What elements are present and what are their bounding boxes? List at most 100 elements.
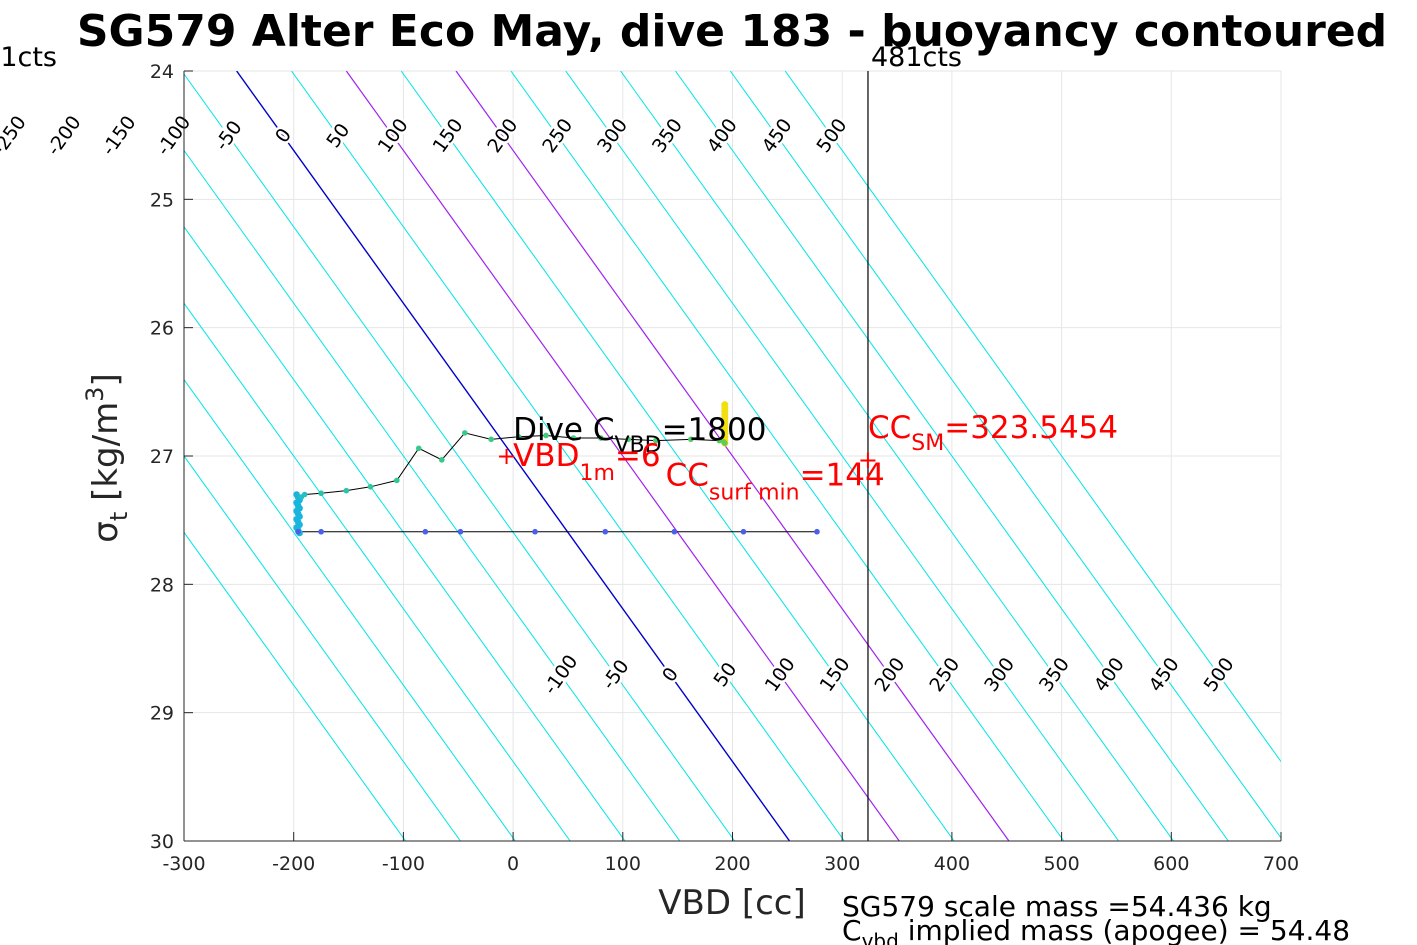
descent-point-6	[671, 528, 678, 535]
contour-line-8	[291, 71, 845, 841]
y-label-sigma: σ	[86, 521, 126, 543]
cc-sm-sub: SM	[911, 431, 944, 456]
contour-line-1	[184, 455, 461, 841]
ascent-point-21	[722, 440, 728, 446]
implied-mass-text: Cvbd implied mass (apogee) = 54.48	[842, 914, 1350, 945]
contour-line-11	[455, 71, 1010, 841]
ascent-point-16	[625, 436, 632, 443]
x-tick-label-3: 0	[507, 853, 519, 875]
ascent-point-11	[488, 436, 494, 443]
cc-sm-marker: +	[858, 446, 878, 474]
contour-line-9	[345, 71, 900, 841]
ascent-point-8	[415, 445, 422, 452]
x-tick-label-6: 300	[824, 853, 860, 875]
vbd1m-annotation: VBD1m=6	[513, 438, 661, 486]
ascent-point-14	[570, 435, 577, 441]
ascent-line	[297, 432, 726, 508]
y-tick-label-4: 28	[150, 574, 174, 596]
descent-point-5	[602, 528, 609, 535]
descent-point-7	[740, 528, 747, 535]
contour-line-13	[565, 71, 1120, 841]
dive-c-value: =1800	[662, 412, 767, 448]
cc-sm-main: CC	[868, 410, 911, 446]
vbd1m-sub: 1m	[579, 461, 614, 486]
descent-point-3	[457, 528, 464, 535]
vertical-line-label: 481cts	[871, 42, 962, 73]
ascent-point-7	[394, 477, 400, 484]
descent-point-8	[814, 528, 820, 535]
x-tick-label-4: 100	[605, 853, 641, 875]
y-tick-label-0: 24	[150, 61, 174, 83]
ascent-point-9	[438, 457, 445, 463]
descent-point-2	[422, 528, 429, 535]
ascent-point-13	[543, 432, 549, 439]
axis-ticks: -300 -200 -100 0 100 200 300 400 500 600 700 24 25 26…	[150, 61, 1299, 875]
y-axis-label: σt [kg/m3]	[81, 373, 133, 542]
ascent-point-0	[295, 504, 301, 511]
implied-mass-main: C	[842, 914, 862, 945]
contour-line-2	[184, 378, 516, 841]
cc-sm-annotation: CCSM=323.5454	[868, 410, 1118, 456]
implied-mass-rest: implied mass (apogee) = 54.48	[899, 914, 1350, 945]
x-tick-label-2: -100	[382, 853, 425, 875]
y-tick-label-6: 30	[150, 831, 174, 853]
contour-line-10	[400, 71, 955, 841]
y-tick-label-5: 29	[150, 703, 174, 725]
contour-line-15	[675, 71, 1229, 841]
x-tick-label-0: -300	[162, 853, 205, 875]
contour-label-top-3: -150	[97, 112, 140, 160]
implied-mass-sub: vbd	[862, 929, 899, 945]
ascent-point-4	[318, 490, 324, 497]
cc-surf-sub: surf min	[709, 481, 800, 506]
dive-c-prefix: Dive C	[513, 412, 614, 448]
cc-surf-min-annotation: CCsurf min=144	[666, 458, 885, 506]
contour-line-7	[236, 71, 791, 841]
descent-point-1	[318, 528, 324, 535]
x-tick-label-1: -200	[272, 853, 315, 875]
ascent-point-15	[598, 435, 604, 441]
x-tick-label-8: 500	[1043, 853, 1079, 875]
cc-sm-value: =323.5454	[944, 410, 1118, 446]
x-tick-label-5: 200	[714, 853, 750, 875]
ascent-point-3	[301, 491, 308, 498]
ascent-point-6	[367, 484, 374, 490]
dive-c-sub: VBD	[615, 433, 662, 458]
contour-line-6	[184, 73, 736, 841]
contour-line-16	[729, 71, 1281, 839]
buoyancy-contours	[184, 71, 1281, 841]
x-tick-label-9: 600	[1153, 853, 1189, 875]
contour-label-top-1: -250	[0, 112, 31, 160]
descent-point-0	[295, 528, 301, 535]
left-top-label: 1cts	[0, 42, 57, 73]
vbd1m-value: =6	[615, 438, 661, 474]
ascent-point-12	[515, 433, 522, 440]
contour-line-17	[784, 71, 1281, 763]
x-axis-label: VBD [cc]	[658, 883, 806, 923]
vbd1m-marker: +	[496, 442, 516, 470]
contour-line-3	[184, 302, 571, 841]
chart-title: SG579 Alter Eco May, dive 183 - buoyancy…	[77, 6, 1387, 57]
y-tick-label-2: 26	[150, 318, 174, 340]
y-label-sup: 3	[81, 387, 109, 402]
ascent-point-10	[462, 430, 468, 436]
y-label-sub: t	[105, 512, 133, 521]
ascent-point-17	[652, 437, 659, 444]
y-tick-label-1: 25	[150, 189, 174, 211]
contour-line-0	[184, 531, 407, 841]
y-label-units: [kg/m	[86, 402, 126, 512]
x-tick-label-10: 700	[1263, 853, 1299, 875]
ascent-point-5	[343, 487, 350, 494]
contour-line-14	[620, 71, 1174, 841]
cc-surf-main: CC	[666, 458, 709, 494]
y-tick-label-3: 27	[150, 446, 174, 468]
x-tick-label-7: 400	[934, 853, 970, 875]
contour-line-5	[184, 149, 681, 841]
dive-data	[293, 401, 820, 537]
contour-line-12	[510, 71, 1065, 841]
scale-mass-text: SG579 scale mass =54.436 kg	[842, 890, 1272, 923]
y-label-close: ]	[86, 373, 126, 386]
contour-line-4	[184, 225, 626, 841]
contour-label-top-2: -200	[43, 112, 86, 160]
descent-point-4	[532, 528, 538, 535]
